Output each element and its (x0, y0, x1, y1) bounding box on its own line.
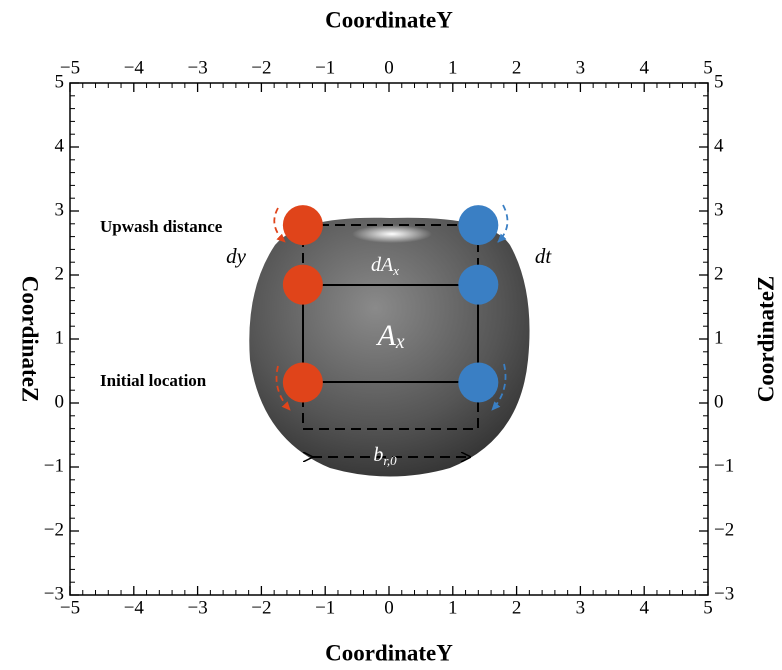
x-tick-label: 2 (512, 597, 522, 618)
x-tick-label: −4 (124, 597, 145, 618)
right-tick-label: −1 (714, 455, 734, 476)
annotation: dt (535, 244, 553, 268)
annotation-text: Upwash distance (100, 217, 223, 236)
annotation-text: dt (535, 244, 553, 268)
highlight (352, 225, 432, 243)
top-tick-label: −2 (251, 57, 271, 78)
top-axis-title: CoordinateY (325, 7, 453, 32)
y-tick-label: 1 (55, 327, 65, 348)
x-tick-label: 4 (639, 597, 649, 618)
x-tick-label: 0 (384, 597, 394, 618)
annotation-text: A (376, 319, 397, 352)
annotation-subscript: r,0 (383, 453, 397, 468)
y-tick-label: 0 (55, 391, 65, 412)
annotation: Upwash distance (100, 217, 223, 236)
right-tick-label: 2 (714, 263, 724, 284)
annotation-text: Initial location (100, 371, 207, 390)
annotation: dy (226, 244, 247, 268)
right-tick-label: 1 (714, 327, 724, 348)
annotation: Initial location (100, 371, 207, 390)
right-tick-label: −2 (714, 519, 734, 540)
annotation-text: dy (226, 244, 247, 268)
x-tick-label: 3 (576, 597, 586, 618)
y-tick-label: 5 (55, 71, 65, 92)
y-tick-label: −1 (44, 455, 64, 476)
y-tick-label: 3 (55, 199, 65, 220)
x-tick-label: −3 (187, 597, 207, 618)
x-axis-title: CoordinateY (325, 640, 453, 665)
x-tick-label: 1 (448, 597, 458, 618)
vortex-point (283, 363, 323, 403)
right-tick-label: 4 (714, 135, 724, 156)
top-tick-label: 1 (448, 57, 458, 78)
annotation-text: dA (371, 254, 394, 276)
x-tick-label: 5 (703, 597, 713, 618)
chart: CoordinateY CoordinateY CoordinateZ Coor… (0, 0, 782, 670)
x-tick-label: −2 (251, 597, 271, 618)
vortex-point (283, 265, 323, 305)
y-tick-label: −3 (44, 583, 64, 604)
annotation-text: b (373, 444, 383, 466)
vortex-point (283, 205, 323, 245)
y-axis-title: CoordinateZ (18, 276, 43, 403)
top-tick-label: 3 (576, 57, 586, 78)
top-tick-label: −1 (315, 57, 335, 78)
annotation-subscript: x (392, 263, 399, 278)
top-tick-label: −3 (187, 57, 207, 78)
top-tick-label: 2 (512, 57, 522, 78)
vortex-point (458, 205, 498, 245)
y-tick-label: −2 (44, 519, 64, 540)
top-tick-label: 0 (384, 57, 394, 78)
top-tick-label: 5 (703, 57, 713, 78)
y-tick-label: 2 (55, 263, 65, 284)
right-tick-label: 3 (714, 199, 724, 220)
right-tick-label: 0 (714, 391, 724, 412)
right-tick-label: 5 (714, 71, 724, 92)
right-tick-label: −3 (714, 583, 734, 604)
top-tick-label: 4 (639, 57, 649, 78)
x-tick-label: −1 (315, 597, 335, 618)
top-tick-label: −4 (124, 57, 145, 78)
vortex-point (458, 363, 498, 403)
annotation-subscript: x (395, 332, 405, 353)
right-axis-title: CoordinateZ (753, 276, 778, 403)
y-tick-label: 4 (55, 135, 65, 156)
vortex-point (458, 265, 498, 305)
